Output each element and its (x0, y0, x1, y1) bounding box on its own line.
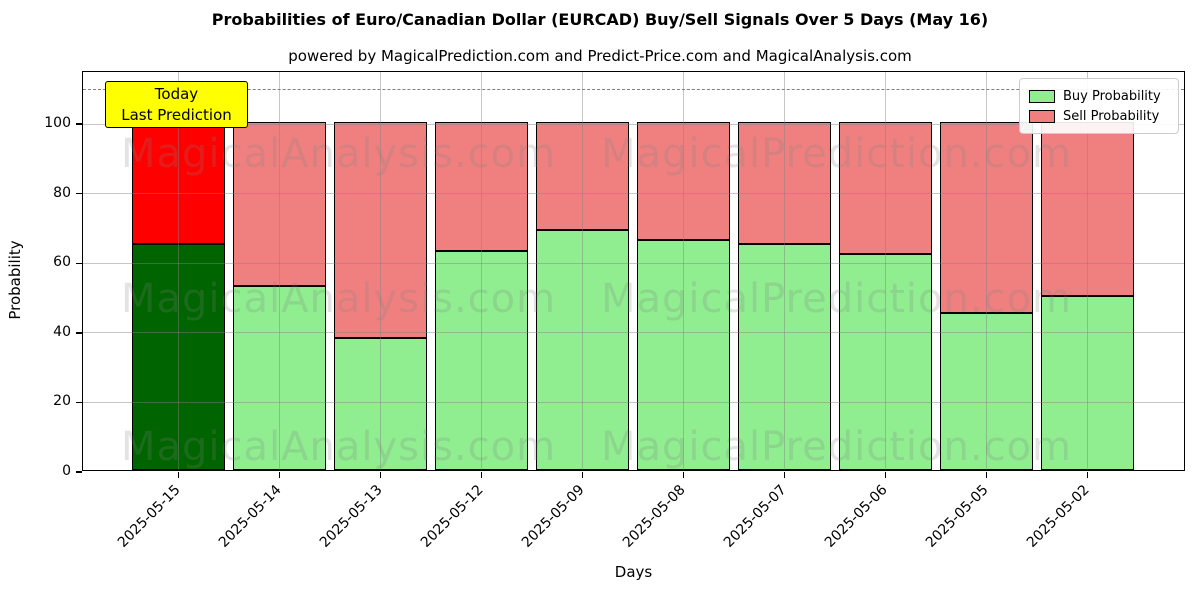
bar-segment-buy (839, 254, 932, 470)
bar-segment-sell (435, 122, 528, 251)
h-gridline (83, 193, 1184, 195)
y-axis-label: Probability (6, 240, 24, 320)
bar-segment-sell (637, 122, 730, 241)
legend-row: Sell Probability (1029, 106, 1169, 126)
y-tick-label: 0 (62, 463, 71, 479)
x-tick-label: 2025-05-08 (619, 482, 689, 551)
y-tick-label: 100 (44, 115, 71, 132)
watermark-text: MagicalAnalysis.com (121, 131, 557, 177)
x-tick-label: 2025-05-05 (922, 482, 992, 551)
v-gridline (784, 72, 785, 470)
bar-segment-buy (738, 243, 831, 470)
x-tick-mark (177, 472, 180, 478)
x-tick-mark (581, 472, 584, 478)
y-tick-label: 20 (53, 393, 71, 410)
h-gridline (83, 401, 1184, 403)
x-tick-mark (884, 472, 887, 478)
threshold-dashed-line (83, 89, 1184, 91)
y-tick-mark (76, 262, 82, 264)
x-tick-mark (278, 472, 281, 478)
x-tick-mark (480, 472, 483, 478)
h-gridline (83, 332, 1184, 334)
legend-label: Sell Probability (1063, 108, 1160, 124)
bar-segment-buy (940, 313, 1033, 470)
v-gridline (481, 72, 482, 470)
bar-segment-buy (637, 240, 730, 470)
annotation-line1: Today (154, 85, 199, 103)
v-gridline (986, 72, 987, 470)
bar-segment-buy (536, 230, 629, 470)
x-tick-label: 2025-05-13 (316, 482, 386, 551)
x-tick-label: 2025-05-14 (215, 482, 285, 551)
y-tick-mark (76, 123, 82, 125)
y-tick-label: 60 (53, 254, 71, 271)
x-tick-label: 2025-05-15 (114, 482, 184, 551)
x-tick-mark (985, 472, 988, 478)
bar-segment-sell (334, 122, 427, 338)
x-tick-label: 2025-05-02 (1023, 482, 1093, 551)
y-tick-label: 80 (53, 184, 71, 201)
x-tick-mark (379, 472, 382, 478)
today-annotation: Today Last Prediction (105, 81, 248, 128)
plot-area: Today Last Prediction Buy Probability Sel… (44, 71, 1185, 551)
legend-swatch-icon (1029, 89, 1055, 103)
legend-swatch-icon (1029, 109, 1055, 123)
x-tick-label: 2025-05-09 (518, 482, 588, 551)
x-axis-label: Days (614, 563, 653, 581)
bar-segment-sell (233, 122, 326, 286)
y-tick-mark (76, 332, 82, 334)
bar-segment-sell (940, 122, 1033, 314)
x-tick-label: 2025-05-06 (821, 482, 891, 551)
x-tick-mark (1086, 472, 1089, 478)
v-gridline (380, 72, 381, 470)
x-tick-label: 2025-05-12 (417, 482, 487, 551)
watermark-text: MagicalPrediction.com (601, 276, 1072, 322)
h-gridline (83, 262, 1184, 264)
chart-title: Probabilities of Euro/Canadian Dollar (E… (211, 10, 989, 29)
bar-segment-buy (132, 243, 225, 470)
legend-label: Buy Probability (1063, 88, 1161, 104)
y-tick-mark (76, 193, 82, 195)
legend-row: Buy Probability (1029, 86, 1169, 106)
watermark-text: MagicalAnalysis.com (121, 276, 557, 322)
v-gridline (279, 72, 280, 470)
bar-segment-buy (334, 337, 427, 470)
bar-segment-sell (536, 122, 629, 230)
y-tick-mark (76, 401, 82, 404)
bar-segment-buy (1041, 296, 1134, 470)
x-tick-mark (783, 472, 786, 478)
bar-segment-sell (132, 122, 225, 244)
legend: Buy Probability Sell Probability (1019, 78, 1179, 134)
bar-segment-buy (233, 285, 326, 470)
v-gridline (1087, 72, 1088, 470)
y-tick-mark (76, 471, 82, 473)
h-gridline (83, 123, 1184, 125)
x-tick-label: 2025-05-07 (720, 482, 790, 551)
bar-segment-sell (738, 122, 831, 244)
watermark-text: MagicalPrediction.com (601, 424, 1072, 470)
chart-subtitle: powered by MagicalPrediction.com and Pre… (288, 47, 912, 65)
watermark-text: MagicalPrediction.com (601, 131, 1072, 177)
v-gridline (885, 72, 886, 470)
watermark-text: MagicalAnalysis.com (121, 424, 557, 470)
bar-segment-buy (435, 250, 528, 470)
y-tick-label: 40 (53, 323, 71, 340)
v-gridline (178, 72, 179, 470)
bar-segment-sell (1041, 122, 1134, 297)
v-gridline (683, 72, 684, 470)
v-gridline (582, 72, 583, 470)
annotation-line2: Last Prediction (121, 106, 232, 124)
x-tick-mark (682, 472, 685, 478)
bar-segment-sell (839, 122, 932, 255)
